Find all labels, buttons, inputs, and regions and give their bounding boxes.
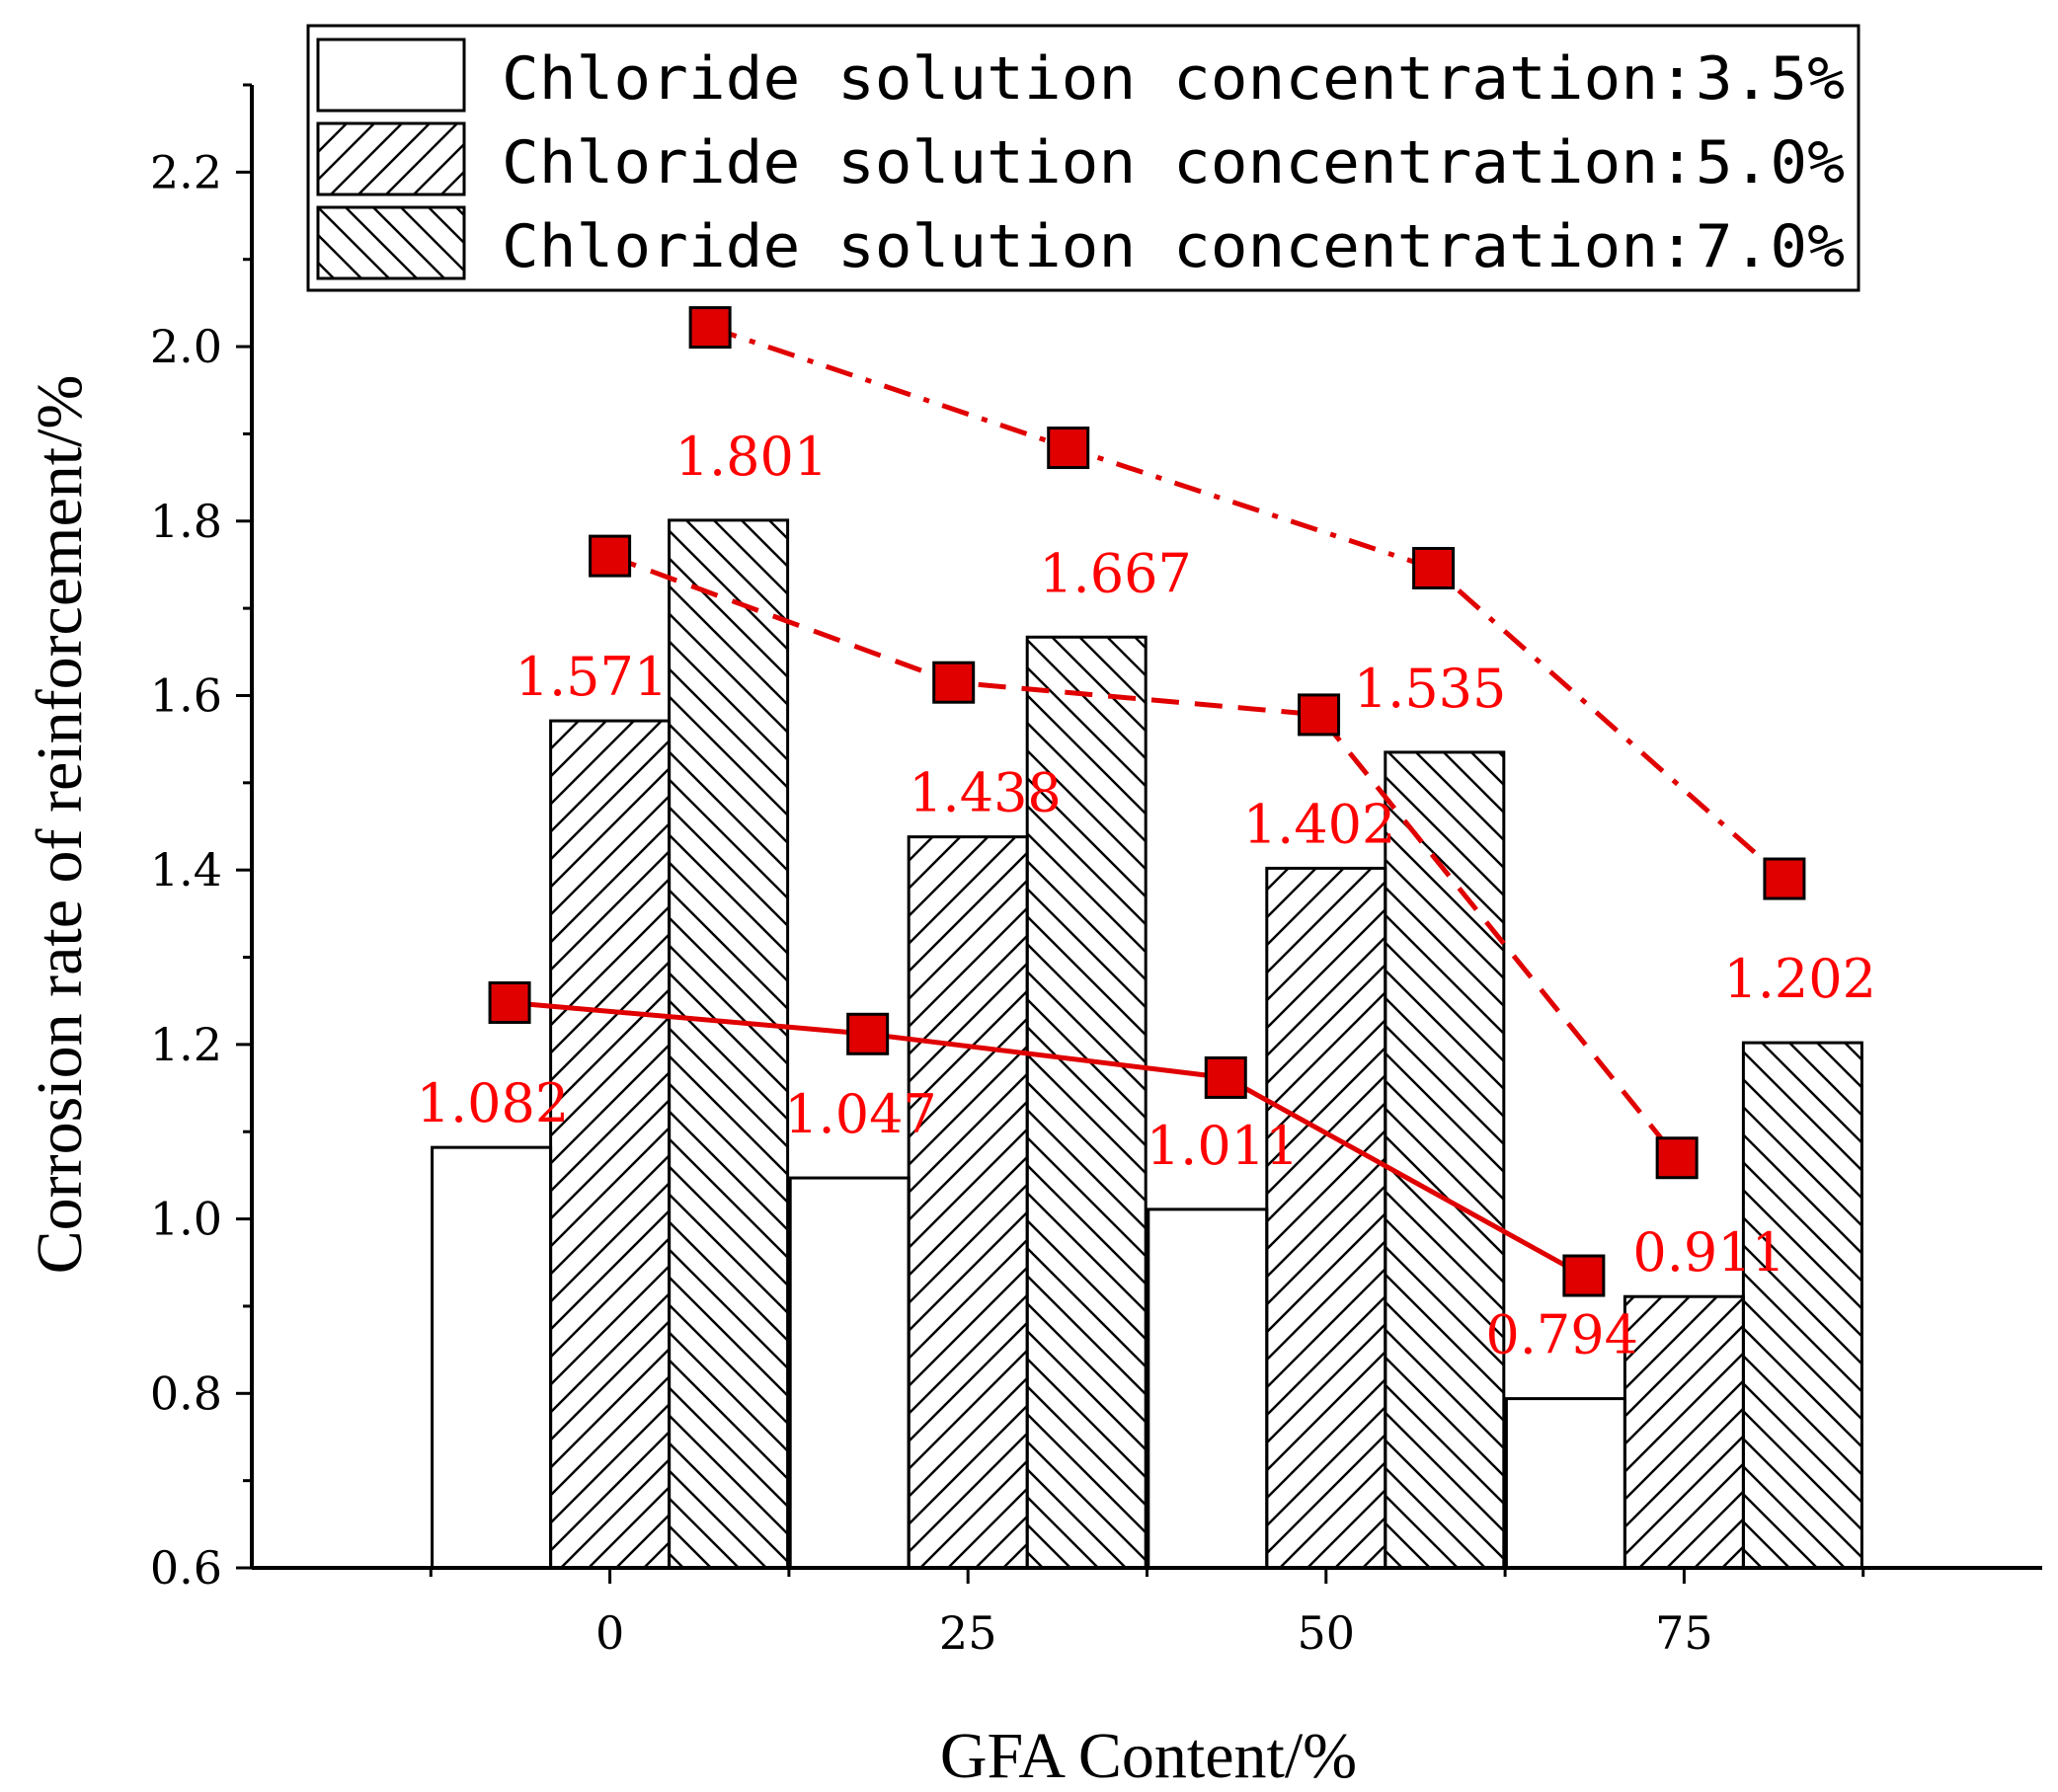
- y-tick-label-2.2: 2.2: [150, 145, 222, 198]
- trend-marker-2-4: [1655, 1136, 1699, 1180]
- data-label-s3-25: 1.667: [1039, 542, 1192, 604]
- trend-marker-1-2: [846, 1012, 890, 1055]
- legend-swatch-3-5: [316, 38, 466, 113]
- y-tick-label-1.4: 1.4: [150, 843, 222, 896]
- legend-swatch-7-0: [316, 205, 466, 280]
- x-tick-label-75: 75: [1655, 1606, 1713, 1660]
- legend-frame: [306, 24, 1860, 292]
- y-tick-label-0.8: 0.8: [150, 1366, 222, 1420]
- bar-s2-25: [907, 835, 1029, 1570]
- data-label-s2-75: 0.911: [1632, 1221, 1785, 1284]
- legend-label-7-0: Chloride solution concentration:7.0%: [502, 212, 1845, 281]
- y-tick-label-2.0: 2.0: [150, 320, 222, 373]
- bar-s1-50: [1147, 1208, 1269, 1570]
- y-axis-title: Corrosion rate of reinforcement/%: [24, 375, 96, 1275]
- trend-marker-3-1: [688, 306, 732, 350]
- trend-line-2: [608, 553, 1680, 1160]
- trend-marker-1-4: [1562, 1254, 1606, 1297]
- y-tick-label-1.6: 1.6: [150, 668, 222, 722]
- data-labels-layer: 1.082 1.571 1.801 1.047 1.438 1.667 1.011 1.402…: [417, 426, 1876, 1366]
- bar-s2-0: [549, 719, 672, 1570]
- bar-s1-75: [1504, 1397, 1626, 1570]
- y-tick-label-1.8: 1.8: [150, 495, 222, 548]
- bar-s1-25: [788, 1176, 910, 1570]
- legend-label-3-5: Chloride solution concentration:3.5%: [502, 44, 1845, 114]
- data-label-s3-50: 1.535: [1354, 658, 1507, 720]
- trend-marker-3-3: [1412, 546, 1456, 589]
- bar-s1-0: [431, 1145, 553, 1570]
- bar-s3-0: [668, 518, 790, 1570]
- trend-marker-1-1: [488, 980, 531, 1024]
- data-label-s1-25: 1.047: [784, 1083, 937, 1145]
- x-axis-title: GFA Content/%: [940, 1720, 1357, 1792]
- data-label-s3-75: 1.202: [1723, 948, 1876, 1010]
- trend-marker-3-2: [1047, 427, 1090, 470]
- legend: Chloride solution concentration:3.5% Chl…: [306, 24, 1860, 292]
- data-label-s2-50: 1.402: [1243, 793, 1396, 855]
- bar-s3-50: [1384, 750, 1506, 1570]
- bar-s3-75: [1741, 1041, 1863, 1570]
- trend-marker-2-2: [932, 661, 976, 704]
- data-label-s1-0: 1.082: [417, 1072, 570, 1134]
- legend-swatch-5-0: [316, 121, 466, 196]
- x-tick-label-50: 50: [1298, 1606, 1356, 1660]
- data-label-s3-0: 1.801: [675, 426, 829, 488]
- trend-lines-layer: [488, 306, 1806, 1297]
- trend-line-3: [709, 325, 1786, 881]
- axes-layer: 0.6 0.8 1.0 1.2 1.4 1.6 1.8 2.0 2.2 0 25 50 75: [150, 83, 2042, 1660]
- y-tick-label-1.2: 1.2: [150, 1018, 222, 1071]
- trend-marker-2-1: [589, 534, 632, 578]
- trend-line-1: [509, 999, 1586, 1279]
- bars-layer: [431, 518, 1863, 1570]
- trend-marker-3-4: [1763, 857, 1806, 900]
- data-label-s2-25: 1.438: [909, 762, 1062, 824]
- bar-s2-75: [1623, 1294, 1745, 1570]
- data-label-s2-0: 1.571: [515, 646, 669, 708]
- data-label-s1-50: 1.011: [1147, 1115, 1300, 1177]
- x-tick-label-0: 0: [595, 1606, 624, 1660]
- y-tick-label-0.6: 0.6: [150, 1541, 222, 1595]
- bar-s2-50: [1265, 866, 1387, 1570]
- x-tick-label-25: 25: [939, 1606, 997, 1660]
- data-label-s1-75: 0.794: [1485, 1304, 1638, 1366]
- bar-s3-25: [1025, 635, 1148, 1570]
- trend-marker-1-3: [1204, 1055, 1247, 1099]
- trend-marker-2-3: [1298, 693, 1341, 737]
- legend-label-5-0: Chloride solution concentration:5.0%: [502, 128, 1845, 197]
- y-tick-label-1.0: 1.0: [150, 1193, 222, 1246]
